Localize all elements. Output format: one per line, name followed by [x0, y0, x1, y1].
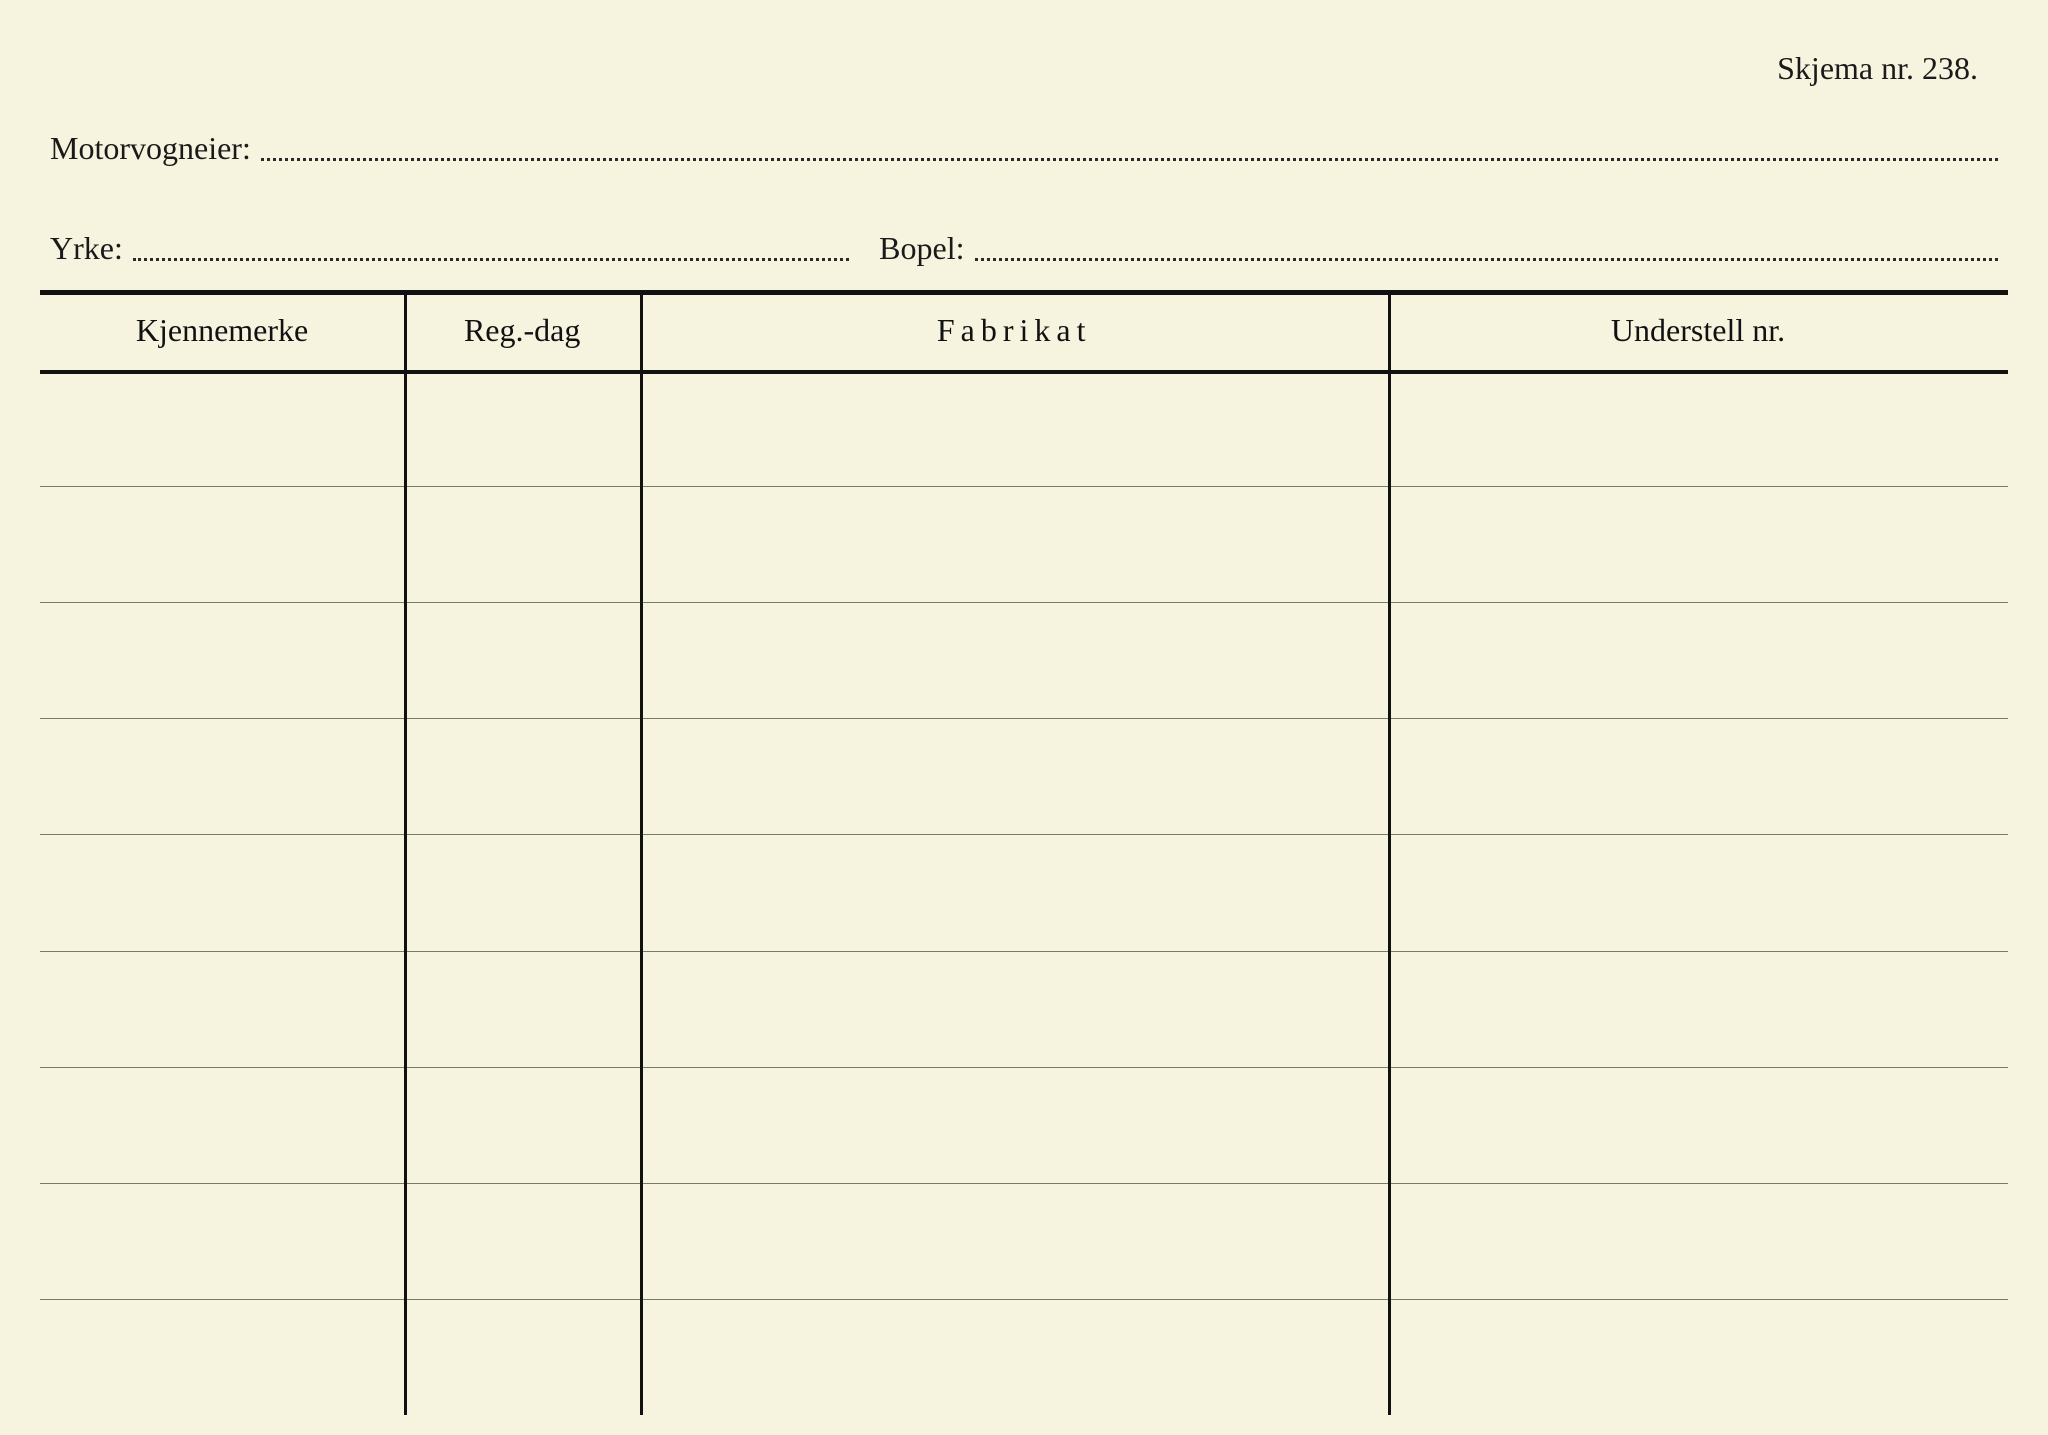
table-body	[40, 370, 2008, 1415]
table-row-separator	[40, 1067, 2008, 1068]
table-row-separator	[40, 951, 2008, 952]
residence-field: Bopel:	[879, 230, 1998, 267]
table-row-separator	[40, 486, 2008, 487]
table-header-cell: Fabrikat	[640, 312, 1388, 349]
residence-input-line[interactable]	[975, 258, 1999, 261]
profession-label: Yrke:	[50, 230, 133, 267]
form-number-label: Skjema nr. 238.	[1777, 50, 1978, 87]
table-row-separator	[40, 718, 2008, 719]
profession-input-line[interactable]	[133, 258, 849, 261]
table-header-cell: Understell nr.	[1388, 312, 2008, 349]
owner-label: Motorvogneier:	[50, 130, 261, 167]
profession-residence-row: Yrke: Bopel:	[50, 230, 1998, 267]
owner-field-row: Motorvogneier:	[50, 130, 1998, 167]
form-card: Skjema nr. 238. Motorvogneier: Yrke: Bop…	[0, 0, 2048, 1435]
profession-field: Yrke:	[50, 230, 849, 267]
table-header-cell: Kjennemerke	[40, 312, 404, 349]
table-row-separator	[40, 1299, 2008, 1300]
form-inner: Skjema nr. 238. Motorvogneier: Yrke: Bop…	[30, 20, 2018, 1415]
table-row-separator	[40, 1183, 2008, 1184]
table-row-separator	[40, 834, 2008, 835]
owner-input-line[interactable]	[261, 158, 1998, 161]
vehicle-table: KjennemerkeReg.-dagFabrikatUnderstell nr…	[40, 290, 2008, 1415]
table-header-row: KjennemerkeReg.-dagFabrikatUnderstell nr…	[40, 290, 2008, 370]
table-row-separator	[40, 602, 2008, 603]
table-header-cell: Reg.-dag	[404, 312, 640, 349]
residence-label: Bopel:	[879, 230, 974, 267]
